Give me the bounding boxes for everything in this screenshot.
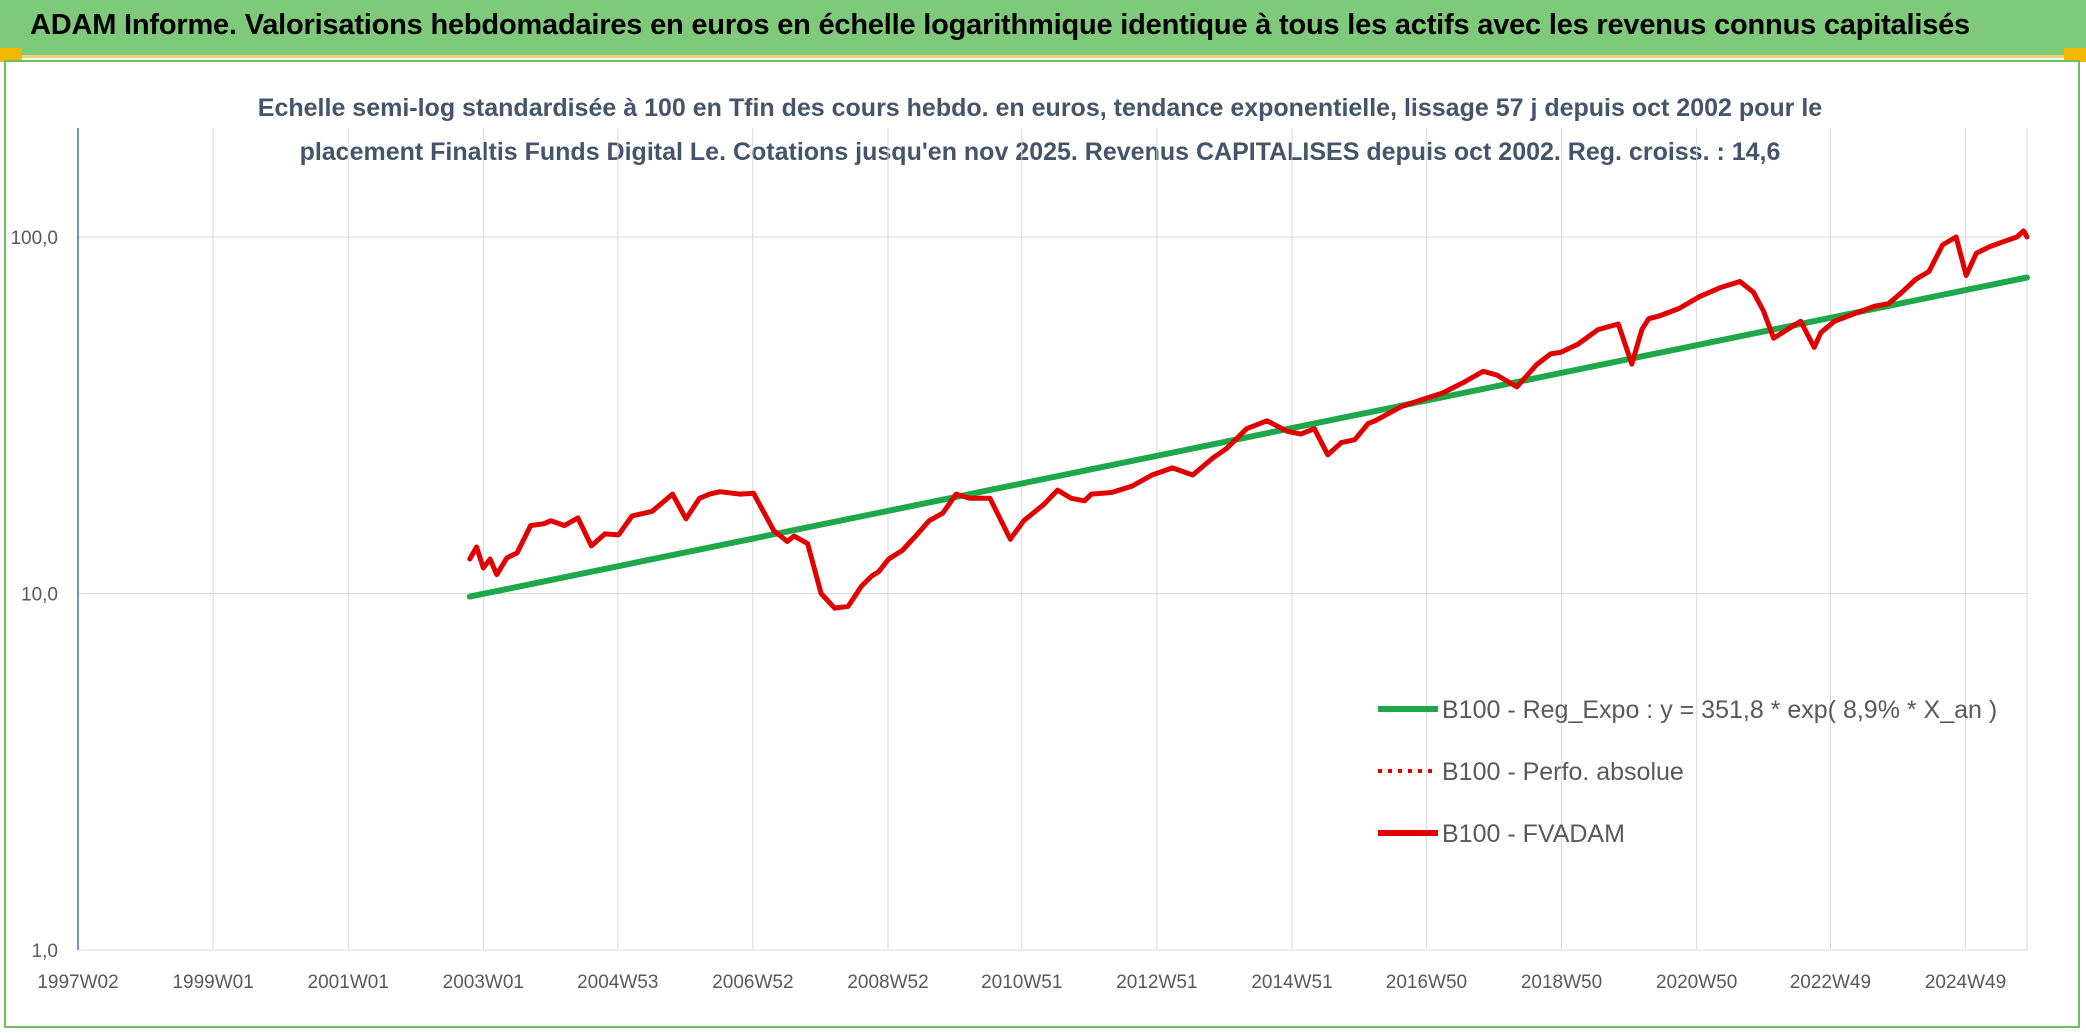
chart-title: Echelle semi-log standardisée à 100 en T… <box>257 94 1823 166</box>
x-tick-label: 2003W01 <box>443 972 524 993</box>
legend-item-regression: B100 - Reg_Expo : y = 351,8 * exp( 8,9% … <box>1378 696 1997 724</box>
chart-series <box>466 228 2030 611</box>
x-tick-label: 2004W53 <box>577 972 658 993</box>
chart-frame <box>4 60 2080 1028</box>
y-tick-label: 1,0 <box>32 941 58 962</box>
x-tick-label: 2008W52 <box>847 972 928 993</box>
x-tick-label: 2010W51 <box>981 972 1062 993</box>
x-tick-label: 2006W52 <box>712 972 793 993</box>
x-axis-ticks: 1997W02 1999W01 2001W01 2003W01 2004W53 2006W… <box>37 972 2006 993</box>
y-tick-label: 100,0 <box>10 228 58 249</box>
legend-label: B100 - FVADAM <box>1442 820 1625 848</box>
y-tick-label: 10,0 <box>21 585 58 606</box>
report-banner: ADAM Informe. Valorisations hebdomadaire… <box>0 0 2086 58</box>
x-tick-label: 1997W02 <box>37 972 118 993</box>
x-tick-label: 2014W51 <box>1251 972 1332 993</box>
legend-label: B100 - Reg_Expo : y = 351,8 * exp( 8,9% … <box>1442 696 1997 724</box>
x-tick-label: 2012W51 <box>1116 972 1197 993</box>
corner-marker-right <box>2064 48 2086 62</box>
x-tick-label: 2022W49 <box>1790 972 1871 993</box>
x-tick-label: 2016W50 <box>1386 972 1467 993</box>
legend-label: B100 - Perfo. absolue <box>1442 758 1684 786</box>
legend-item-fvadam: B100 - FVADAM <box>1378 820 1625 848</box>
report-title: ADAM Informe. Valorisations hebdomadaire… <box>30 9 1970 41</box>
x-tick-label: 1999W01 <box>172 972 253 993</box>
x-tick-label: 2024W49 <box>1925 972 2006 993</box>
chart-grid <box>77 128 2028 951</box>
chart-legend: B100 - Reg_Expo : y = 351,8 * exp( 8,9% … <box>1378 696 1997 848</box>
corner-marker-left <box>0 48 22 62</box>
legend-item-perfo-absolue: B100 - Perfo. absolue <box>1378 758 1684 786</box>
series-line-fvadam <box>467 228 2030 611</box>
x-tick-label: 2001W01 <box>308 972 389 993</box>
y-axis-ticks: 1,0 10,0 100,0 <box>10 228 58 962</box>
series-line-regression <box>466 274 2030 600</box>
x-tick-label: 2018W50 <box>1521 972 1602 993</box>
x-tick-label: 2020W50 <box>1656 972 1737 993</box>
